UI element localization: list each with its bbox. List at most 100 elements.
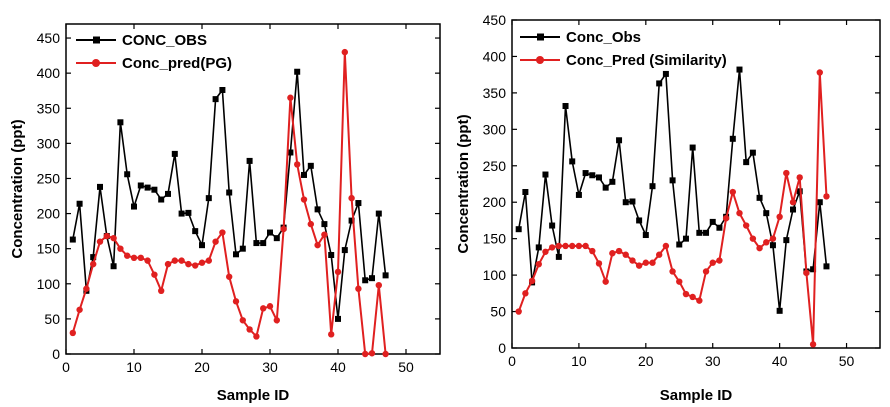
data-point-observed [709, 218, 716, 225]
data-point-predicted [796, 174, 803, 181]
data-point-observed [192, 228, 199, 235]
data-point-predicted [656, 251, 663, 258]
x-axis-label: Sample ID [217, 387, 290, 404]
data-point-predicted [569, 242, 576, 250]
legend-label: CONC_OBS [122, 32, 207, 49]
data-point-observed [629, 198, 636, 205]
data-point-predicted [164, 260, 172, 268]
y-tick-label: 350 [37, 100, 61, 116]
data-point-predicted [515, 308, 522, 315]
data-point-observed [649, 183, 656, 190]
data-point-predicted [816, 69, 823, 76]
data-point-observed [642, 232, 649, 239]
data-point-observed [602, 184, 609, 191]
data-point-observed [205, 195, 212, 202]
data-point-observed [589, 172, 596, 179]
data-point-observed [743, 159, 750, 166]
legend-label: Conc_pred(PG) [122, 55, 232, 72]
y-tick-label: 400 [483, 48, 507, 64]
data-point-observed [117, 119, 124, 126]
data-point-predicted [294, 161, 301, 168]
data-point-observed [783, 237, 790, 244]
data-point-observed [662, 70, 669, 77]
data-point-observed [769, 242, 776, 249]
data-point-predicted [783, 169, 790, 177]
data-point-observed [542, 171, 549, 178]
y-tick-label: 350 [483, 85, 507, 101]
data-point-observed [562, 103, 569, 110]
data-point-observed [239, 245, 246, 252]
x-tick-label: 40 [772, 353, 788, 369]
data-point-predicted [151, 271, 158, 278]
data-point-observed [131, 203, 137, 210]
data-point-observed [656, 80, 663, 87]
data-point-observed [616, 137, 623, 144]
data-point-predicted [266, 303, 274, 310]
data-point-predicted [246, 326, 253, 333]
data-point-observed [549, 222, 556, 229]
data-point-observed [328, 252, 335, 258]
data-point-predicted [696, 297, 703, 304]
data-point-observed [555, 253, 562, 260]
data-point-observed [535, 244, 542, 251]
y-tick-label: 50 [44, 311, 60, 327]
data-point-predicted [103, 232, 111, 240]
data-point-predicted [198, 259, 206, 266]
data-point-observed [756, 194, 763, 201]
data-point-observed [716, 224, 723, 231]
y-tick-label: 450 [483, 12, 507, 28]
data-point-predicted [736, 209, 743, 217]
data-point-predicted [328, 331, 335, 338]
y-tick-label: 100 [37, 276, 61, 292]
legend-marker [92, 59, 100, 67]
data-point-observed [375, 210, 382, 217]
data-point-predicted [382, 350, 389, 358]
data-point-predicted [642, 259, 650, 266]
data-point-predicted [669, 268, 676, 275]
data-point-predicted [629, 257, 636, 264]
data-point-observed [314, 206, 321, 213]
data-point-observed [171, 150, 178, 157]
y-tick-label: 300 [483, 121, 507, 137]
data-point-observed [137, 182, 144, 189]
data-point-observed [165, 190, 171, 197]
data-point-observed [575, 191, 582, 198]
y-axis-label: Concentration (ppt) [9, 119, 26, 258]
data-point-observed [178, 210, 185, 217]
data-point-observed [151, 186, 158, 193]
data-point-observed [144, 184, 151, 191]
x-axis-label: Sample ID [660, 387, 733, 404]
data-point-predicted [702, 268, 710, 275]
data-point-observed [341, 247, 348, 254]
data-point-observed [226, 189, 233, 196]
y-tick-label: 150 [37, 241, 61, 257]
data-point-observed [185, 209, 192, 216]
data-point-predicted [232, 298, 240, 305]
data-point-predicted [609, 250, 616, 257]
data-point-predicted [716, 257, 723, 264]
data-point-predicted [555, 242, 563, 250]
data-point-predicted [756, 244, 763, 252]
data-point-predicted [178, 257, 185, 264]
data-point-observed [776, 307, 783, 314]
data-point-predicted [622, 251, 629, 258]
chart-right: 0 50 100 150 200 250 300 350 400 450 0 10 20 30 40 50 Sa… [455, 12, 881, 404]
data-point-predicted [307, 220, 314, 228]
data-point-predicted [348, 194, 355, 202]
data-point-predicted [595, 260, 603, 267]
data-point-observed [362, 277, 369, 284]
data-point-observed [124, 171, 131, 178]
data-point-predicted [542, 248, 549, 255]
data-point-observed [636, 217, 643, 224]
data-point-predicted [803, 269, 810, 277]
y-tick-label: 150 [483, 231, 507, 247]
data-point-observed [569, 158, 576, 165]
data-point-predicted [96, 238, 104, 245]
data-point-predicted [749, 235, 757, 242]
data-point-observed [273, 235, 280, 242]
data-point-predicted [375, 281, 382, 289]
data-point-observed [335, 315, 341, 322]
data-point-predicted [76, 306, 83, 313]
y-tick-label: 100 [483, 267, 507, 283]
